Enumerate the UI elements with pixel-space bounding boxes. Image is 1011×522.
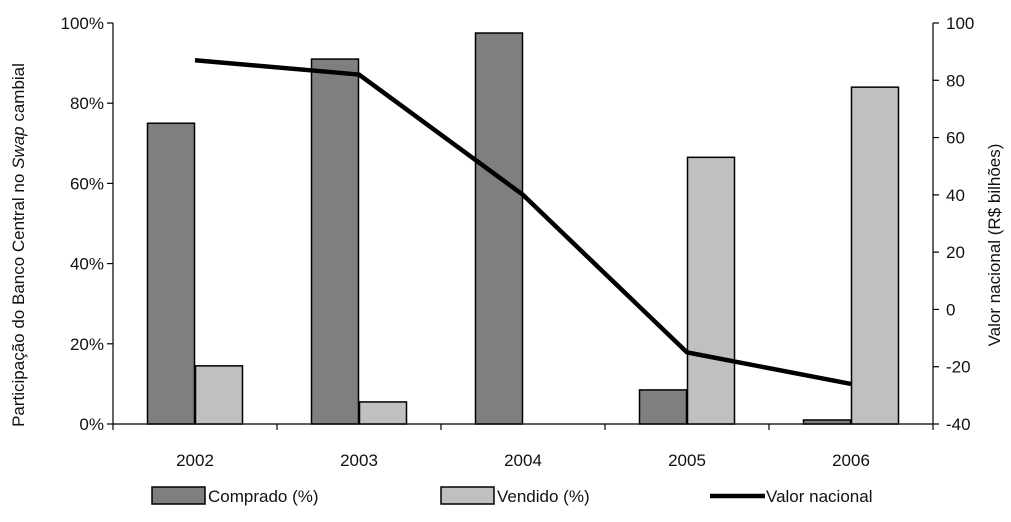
bar-comprado xyxy=(474,32,524,425)
y-right-tick-label: 40 xyxy=(946,186,965,205)
y-right-tick-label: 20 xyxy=(946,243,965,262)
x-tick-label: 2003 xyxy=(340,451,378,470)
y-axis-right-label: Valor nacional (R$ bilhões) xyxy=(985,144,1004,347)
y-left-tick-label: 100% xyxy=(61,14,104,33)
y-right-tick-label: 80 xyxy=(946,71,965,90)
legend-label: Comprado (%) xyxy=(208,487,319,506)
bar-comprado xyxy=(146,122,196,425)
bar-comprado xyxy=(638,389,688,425)
bar-vendido xyxy=(194,365,244,425)
y-right-tick-label: 100 xyxy=(946,14,974,33)
y-left-tick-label: 80% xyxy=(70,94,104,113)
y-right-tick-label: -20 xyxy=(946,358,971,377)
bar-comprado xyxy=(310,58,360,425)
bar-vendido xyxy=(358,401,408,425)
legend-label: Valor nacional xyxy=(766,487,872,506)
bar-comprado xyxy=(802,419,852,425)
y-right-tick-label: -40 xyxy=(946,415,971,434)
legend-swatch xyxy=(440,486,495,505)
legend: Comprado (%) Vendido (%) Valor nacional xyxy=(151,486,872,506)
y-axis-left-label: Participação do Banco Central no Swap ca… xyxy=(9,63,28,427)
x-tick-label: 2002 xyxy=(176,451,214,470)
y-right-tick-label: 0 xyxy=(946,300,955,319)
x-tick-label: 2005 xyxy=(668,451,706,470)
y-left-tick-label: 40% xyxy=(70,255,104,274)
x-tick-label: 2004 xyxy=(504,451,542,470)
bar-vendido xyxy=(850,86,900,425)
y-left-tick-label: 60% xyxy=(70,174,104,193)
y-right-tick-label: 60 xyxy=(946,129,965,148)
bar-vendido xyxy=(686,156,736,425)
x-tick-label: 2006 xyxy=(832,451,870,470)
legend-swatch xyxy=(151,486,206,505)
y-left-tick-label: 20% xyxy=(70,335,104,354)
legend-label: Vendido (%) xyxy=(497,487,590,506)
y-left-tick-label: 0% xyxy=(79,415,104,434)
plot-area: 0% 20% 40% 60% 80% 100% -40 -20 0 20 40 60 80 100 2002… xyxy=(61,14,975,470)
